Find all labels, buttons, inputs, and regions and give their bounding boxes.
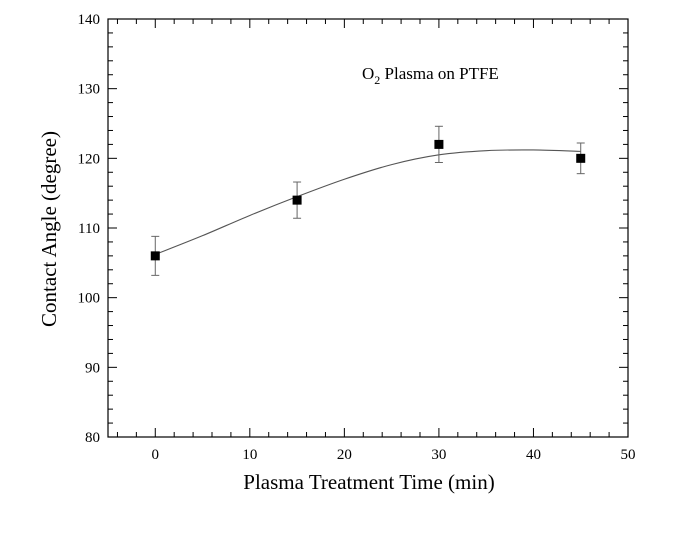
chart-annotation: O2 Plasma on PTFE bbox=[362, 64, 499, 87]
x-tick-label: 40 bbox=[526, 447, 541, 463]
data-point bbox=[150, 251, 160, 261]
y-tick-label: 80 bbox=[85, 430, 100, 446]
y-tick-label: 120 bbox=[78, 151, 101, 167]
tick-labels: 0 10 20 30 40 50 80 90 100 110 120 130 140 bbox=[78, 12, 636, 463]
y-tick-label: 130 bbox=[78, 82, 101, 98]
x-tick-label: 0 bbox=[152, 447, 160, 463]
y-tick-label: 90 bbox=[85, 360, 100, 376]
annotation-suffix: Plasma on PTFE bbox=[380, 64, 499, 83]
data-point bbox=[292, 195, 302, 205]
y-tick-label: 110 bbox=[78, 221, 100, 237]
y-axis-label: Contact Angle (degree) bbox=[37, 131, 61, 327]
annotation-prefix: O bbox=[362, 64, 374, 83]
data-point bbox=[434, 139, 444, 149]
x-tick-label: 30 bbox=[431, 447, 446, 463]
x-tick-label: 50 bbox=[621, 447, 636, 463]
x-tick-label: 20 bbox=[337, 447, 352, 463]
axis-ticks bbox=[108, 18, 629, 438]
x-axis-label: Plasma Treatment Time (min) bbox=[243, 470, 494, 494]
x-tick-label: 10 bbox=[242, 447, 257, 463]
y-tick-label: 140 bbox=[78, 12, 101, 28]
error-bars bbox=[151, 125, 585, 276]
annotation-subscript: 2 bbox=[374, 73, 380, 87]
y-tick-label: 100 bbox=[78, 291, 101, 307]
fit-curve bbox=[155, 149, 581, 255]
data-points bbox=[150, 139, 586, 261]
fit-curve-layer bbox=[155, 149, 581, 255]
data-point bbox=[576, 153, 586, 163]
